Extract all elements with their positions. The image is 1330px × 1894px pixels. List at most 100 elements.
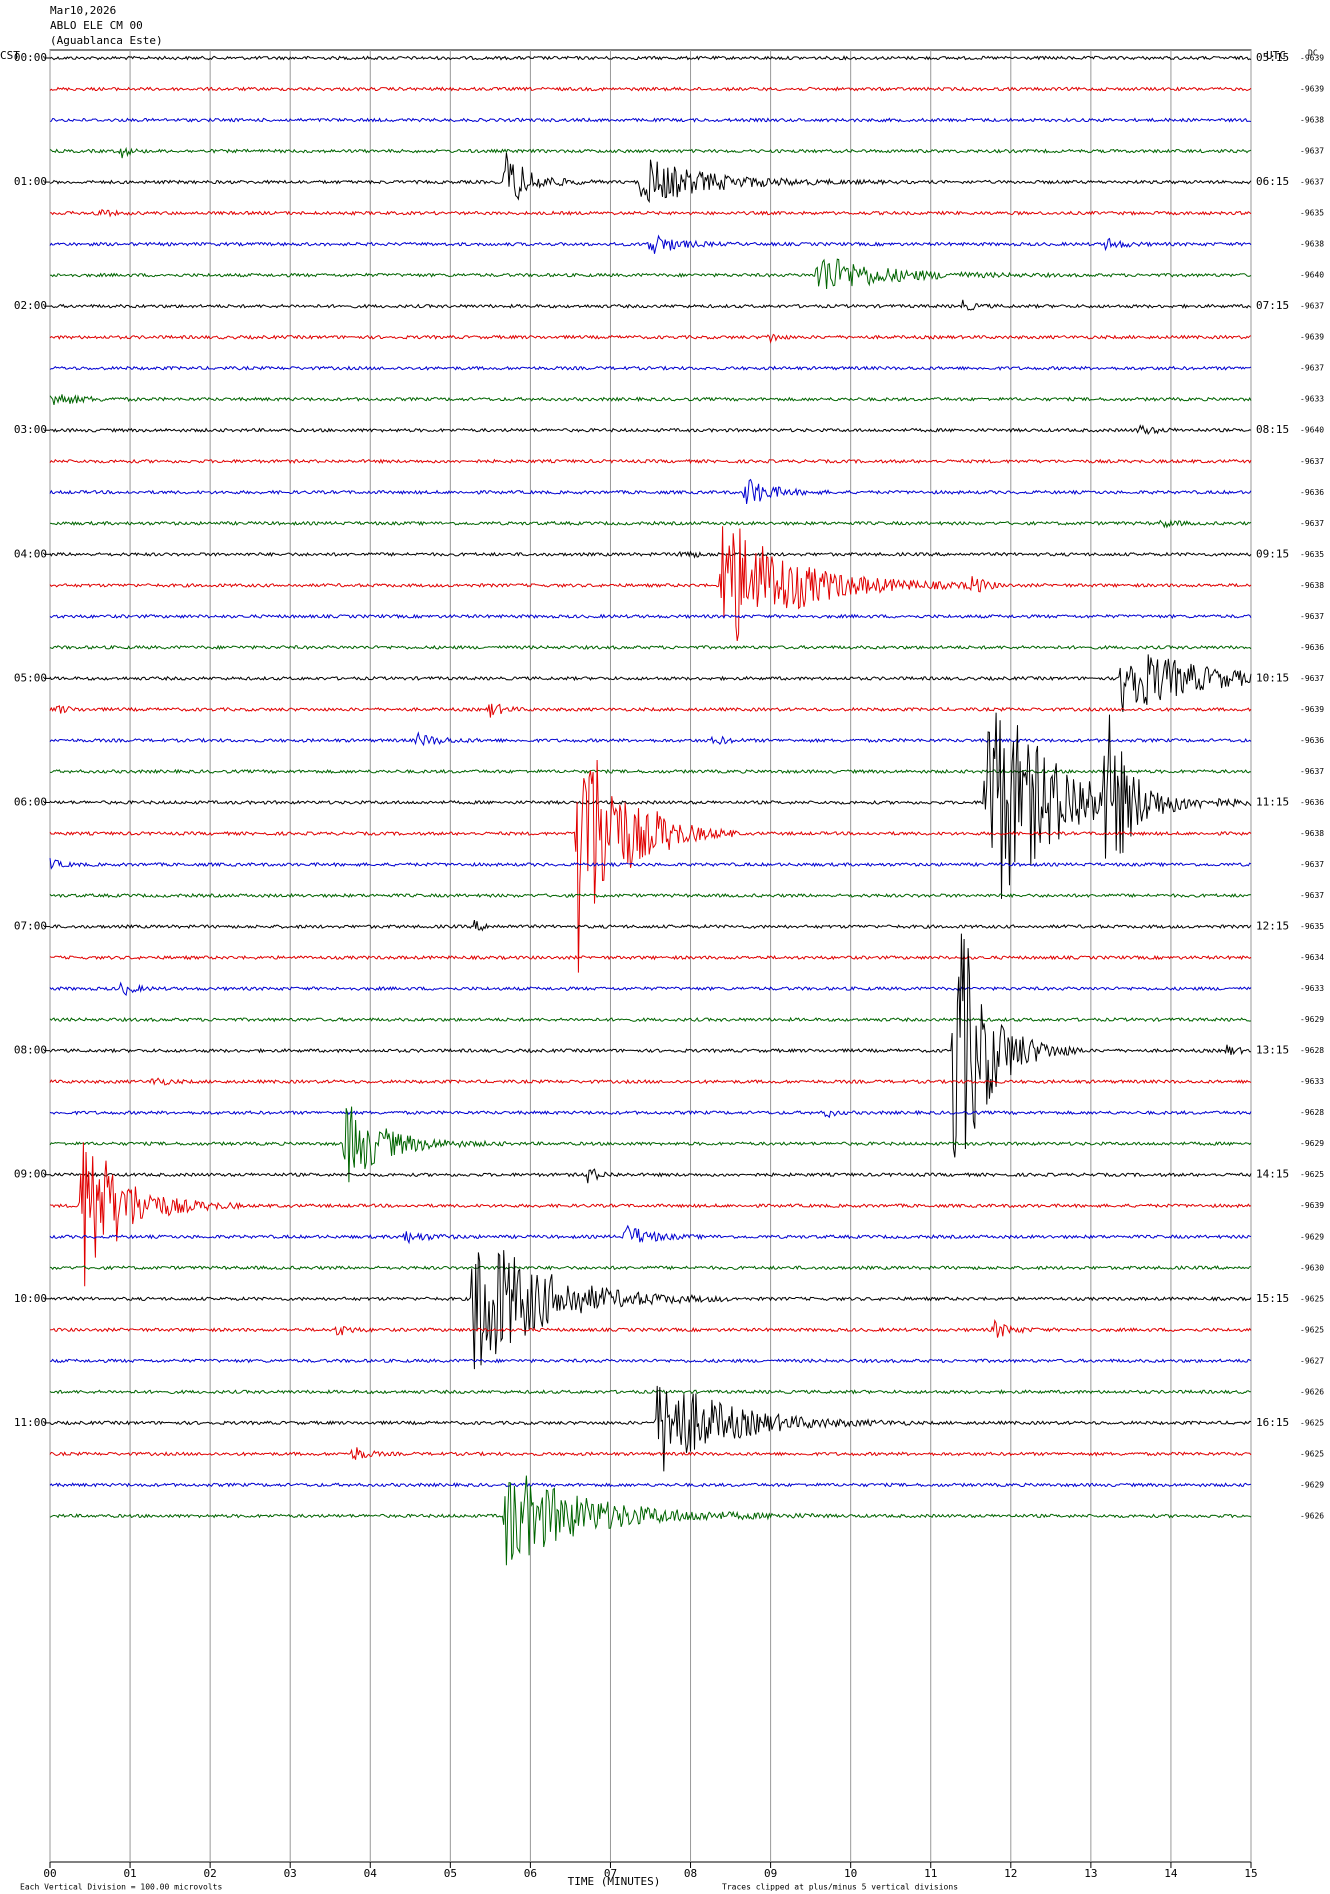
trace [49,519,1252,529]
trace [49,333,1252,344]
trace [49,644,1252,651]
x-tick-label: 01 [123,1867,136,1880]
cst-label: CST [0,49,20,62]
trace [49,1250,1252,1370]
dc-label: DC [1308,49,1318,58]
x-tick-label: 10 [844,1867,857,1880]
dc-value: -9625 [1300,1294,1324,1303]
x-tick-label: 09 [764,1867,777,1880]
trace [49,1447,1252,1460]
trace [49,954,1252,961]
dc-value: -9639 [1300,705,1324,714]
utc-time: 07:15 [1256,299,1289,312]
dc-value: -9629 [1300,1015,1324,1024]
trace [49,258,1252,290]
utc-time: 16:15 [1256,1416,1289,1429]
trace [49,759,1252,973]
trace [49,1224,1252,1245]
dc-value: -9637 [1300,457,1324,466]
trace [49,365,1252,371]
dc-value: -9639 [1300,333,1324,342]
trace [49,731,1252,747]
dc-value: -9639 [1300,54,1324,63]
trace [49,86,1252,92]
dc-value: -9629 [1300,1232,1324,1241]
utc-time: 06:15 [1256,175,1289,188]
trace [49,933,1251,1158]
trace [49,1482,1252,1488]
cst-time: 11:00 [14,1416,47,1429]
dc-value: -9637 [1300,147,1324,156]
dc-value: -9625 [1300,1170,1324,1179]
x-tick-label: 11 [924,1867,937,1880]
trace [49,919,1252,932]
date: Mar10,2026 [50,4,116,17]
trace [49,1142,1252,1287]
dc-value: -9638 [1300,581,1324,590]
trace [49,299,1252,311]
dc-value: -9637 [1300,891,1324,900]
utc-time: 13:15 [1256,1044,1289,1057]
cst-time: 03:00 [14,423,47,436]
trace [49,146,1252,159]
utc-time: 15:15 [1256,1292,1289,1305]
cst-time: 04:00 [14,547,47,560]
dc-value: -9633 [1300,395,1324,404]
utc-label: UTC [1266,49,1286,62]
dc-value: -9629 [1300,1139,1324,1148]
dc-value: -9635 [1300,550,1324,559]
trace [49,424,1252,436]
utc-time: 05:15 [1256,51,1289,64]
dc-value: -9637 [1300,364,1324,373]
cst-time: 10:00 [14,1292,47,1305]
clip-note: Traces clipped at plus/minus 5 vertical … [722,1883,958,1892]
dc-value: -9626 [1300,1511,1324,1520]
dc-value: -9635 [1300,922,1324,931]
x-tick-label: 05 [444,1867,457,1880]
dc-value: -9638 [1300,116,1324,125]
x-tick-label: 06 [524,1867,537,1880]
x-tick-label: 12 [1004,1867,1017,1880]
dc-value: -9637 [1300,767,1324,776]
x-tick-label: 04 [364,1867,378,1880]
utc-time: 08:15 [1256,423,1289,436]
trace [49,478,1252,504]
dc-value: -9625 [1300,1325,1324,1334]
utc-time: 10:15 [1256,671,1289,684]
trace [49,1475,1252,1566]
trace [49,858,1252,870]
dc-value: -9625 [1300,1418,1324,1427]
dc-value: -9636 [1300,488,1324,497]
trace [49,117,1252,123]
trace [49,1168,1252,1184]
dc-value: -9637 [1300,519,1324,528]
dc-value: -9639 [1300,1201,1324,1210]
trace [49,550,1252,559]
dc-value: -9636 [1300,736,1324,745]
scale-note: Each Vertical Division = 100.00 microvol… [20,1883,222,1892]
dc-value: -9637 [1300,178,1324,187]
dc-value: -9639 [1300,85,1324,94]
trace [49,1318,1252,1338]
cst-time: 02:00 [14,299,47,312]
dc-value: -9637 [1300,674,1324,683]
x-tick-label: 02 [204,1867,217,1880]
cst-time: 09:00 [14,1168,47,1181]
dc-value: -9637 [1300,860,1324,869]
x-tick-label: 08 [684,1867,697,1880]
trace [49,526,1252,641]
trace [49,1109,1252,1119]
dc-value: -9625 [1300,1449,1324,1458]
cst-time: 05:00 [14,671,47,684]
dc-value: -9626 [1300,1387,1324,1396]
dc-value: -9633 [1300,984,1324,993]
location: (Aguablanca Este) [50,34,163,47]
trace [49,458,1252,465]
dc-value: -9628 [1300,1108,1324,1117]
dc-value: -9630 [1300,1263,1324,1272]
trace [49,703,1252,718]
dc-value: -9627 [1300,1356,1324,1365]
utc-time: 09:15 [1256,547,1289,560]
